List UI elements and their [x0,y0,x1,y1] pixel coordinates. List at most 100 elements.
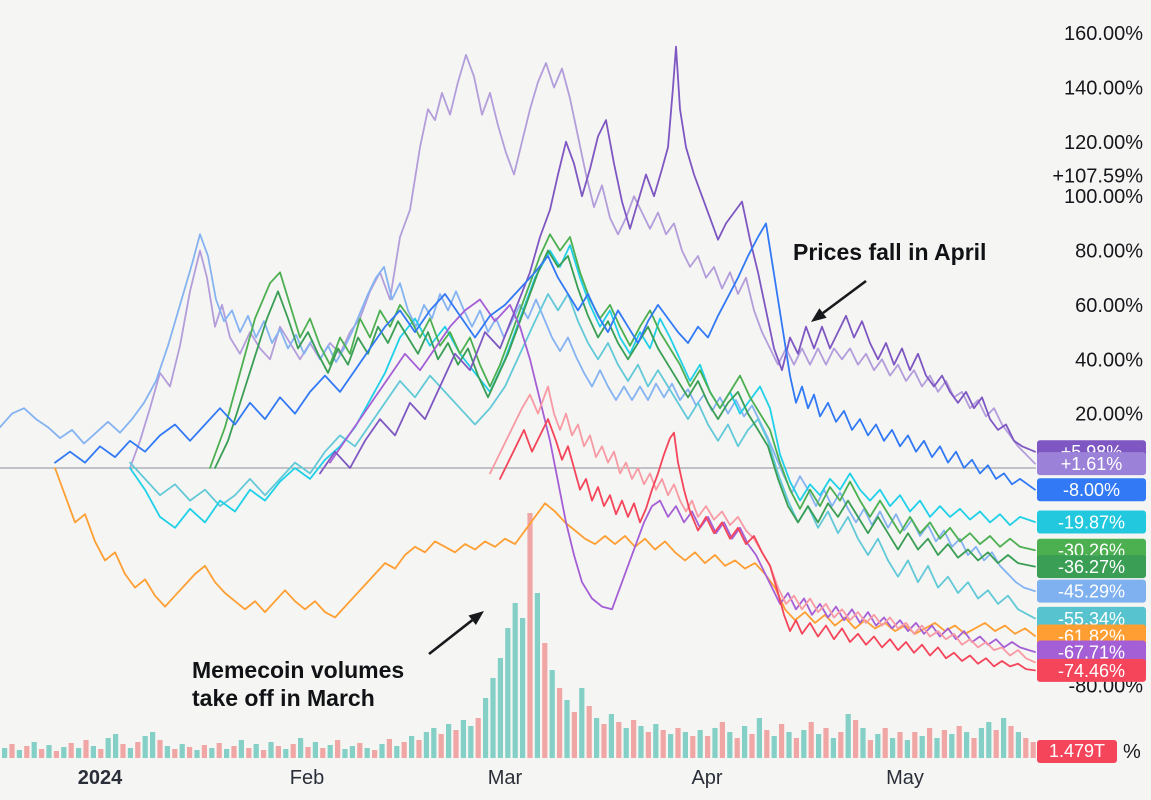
y-axis-label: 80.00% [1075,241,1143,263]
volume-bar [224,749,230,758]
volume-bar [764,730,770,758]
volume-bar [83,740,89,758]
volume-bar [949,734,955,758]
volume-bar [557,688,563,758]
volume-bar [808,722,814,758]
volume-bar [964,732,970,758]
series-line-lavender[interactable] [129,54,1036,469]
volume-bar [882,728,888,758]
volume-bar [342,749,348,758]
volume-bar [127,748,133,758]
volume-bar [823,728,829,758]
volume-bar [712,728,718,758]
volume-bar [749,734,755,758]
volume-bar [24,746,30,758]
volume-bar [1008,726,1014,758]
price-badge: -55.34% [1037,606,1146,630]
volume-bar [68,743,74,758]
series-line-blue[interactable] [54,222,1036,491]
volume-bar [253,744,259,758]
y-axis-label: 60.00% [1075,295,1143,317]
volume-bar [505,628,511,758]
volume-bar [786,732,792,758]
volume-bar [853,720,859,758]
volume-bar [150,732,156,758]
volume-bar [616,722,622,758]
annotation-arrow [822,279,867,315]
volume-bar [364,748,370,758]
volume-bar [268,742,274,758]
volume-bar [971,738,977,758]
series-line-salmon[interactable] [489,385,1036,664]
volume-bar [571,712,577,758]
volume-bar [327,745,333,758]
svg-text:-45.29%: -45.29% [1058,582,1125,602]
volume-bar [490,678,496,758]
series-line-orange[interactable] [54,467,1036,637]
volume-bar [2,748,8,758]
volume-bar [719,722,725,758]
svg-text:-55.34%: -55.34% [1058,609,1125,629]
volume-bar [534,593,540,758]
svg-text:1.479T: 1.479T [1049,741,1105,761]
volume-bar [172,749,178,758]
svg-text:-36.27%: -36.27% [1058,557,1125,577]
volume-bar [1001,718,1007,758]
volume-bar [638,726,644,758]
price-badge: -74.46% [1037,658,1146,682]
svg-text:+1.61%: +1.61% [1061,454,1123,474]
volume-bar [386,739,392,758]
volume-bar [934,738,940,758]
x-axis-label: Apr [691,767,722,789]
annotation-memecoin-volumes: Memecoin volumes take off in March [192,656,404,712]
series-line-cyan[interactable] [129,244,1036,529]
volume-bar [608,714,614,758]
series-line-plum[interactable] [319,45,1036,475]
volume-bar [779,724,785,758]
volume-bar [705,736,711,758]
series-line-green-dark[interactable] [214,249,1036,568]
volume-axis-suffix: % [1123,741,1141,763]
volume-bar [416,740,422,758]
volume-bar [468,726,474,758]
x-axis-label: May [886,767,924,789]
series-line-violet[interactable] [329,298,1036,653]
volume-bar [697,730,703,758]
series-line-teal[interactable] [129,293,1036,620]
x-axis-label: Mar [488,767,523,789]
volume-bar [164,746,170,758]
volume-bar [564,700,570,758]
volume-bar [187,747,193,758]
annotation-prices-fall-in-april: Prices fall in April [793,238,986,266]
volume-bar [542,643,548,758]
volume-bar [372,750,378,758]
volume-bar [912,732,918,758]
volume-bar [771,736,777,758]
volume-bar [668,734,674,758]
y-axis-label: 20.00% [1075,404,1143,426]
volume-bar [586,706,592,758]
volume-bar [46,745,52,758]
volume-bar [941,730,947,758]
volume-bar [579,688,585,758]
volume-bar [475,718,481,758]
volume-bar [549,670,555,758]
series-line-green[interactable] [209,233,1036,552]
volume-bar [956,726,962,758]
volume-bar [993,730,999,758]
svg-text:-67.71%: -67.71% [1058,643,1125,663]
annotation-arrowhead [811,308,827,322]
volume-bar [53,751,59,758]
volume-bar [527,513,533,758]
volume-bar [283,749,289,758]
volume-bar [623,728,629,758]
price-badge: -8.00% [1037,478,1146,502]
volume-bar [113,734,119,758]
series-line-red[interactable] [499,418,1036,672]
volume-bar [1023,738,1029,758]
volume-bar [653,724,659,758]
series-line-cornflower[interactable] [0,233,1036,592]
volume-bar [238,740,244,758]
